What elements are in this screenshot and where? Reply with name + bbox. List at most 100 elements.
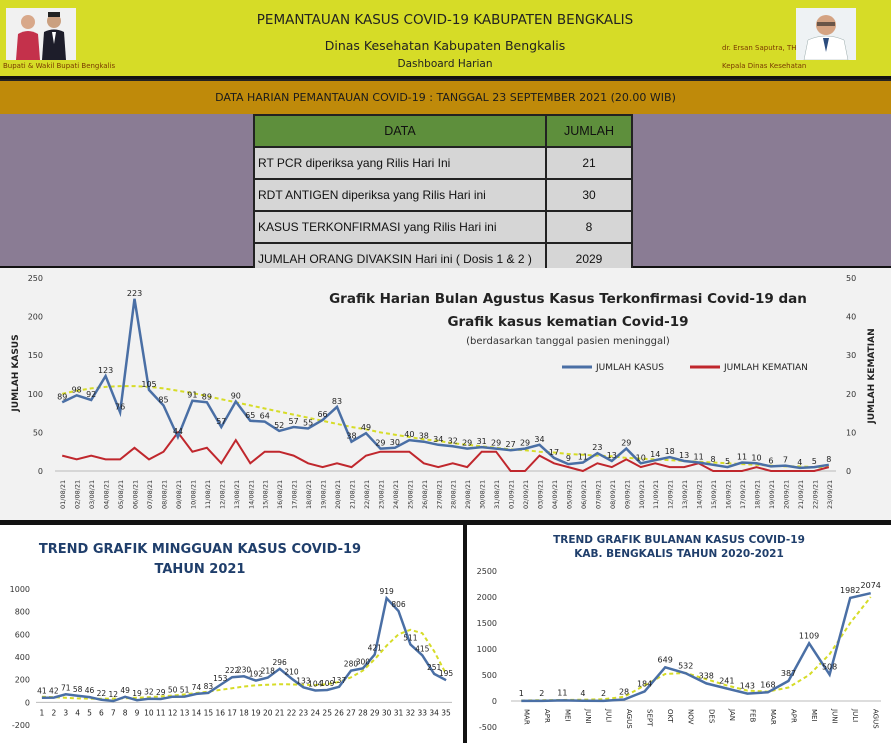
row-label: RT PCR diperiksa yang Rilis Hari Ini	[255, 148, 545, 178]
monthly-data-label: 508	[822, 663, 837, 672]
daily-data-label: 14	[650, 450, 660, 459]
weekly-data-label: 511	[403, 633, 418, 642]
daily-data-label: 34	[433, 435, 443, 444]
daily-x-tick-label: 16/08/21	[276, 480, 284, 509]
daily-x-tick-label: 23/09/21	[826, 480, 834, 509]
weekly-data-label: 83	[204, 682, 214, 691]
weekly-data-label: 12	[108, 690, 118, 699]
weekly-x-tick-label: 8	[123, 708, 128, 717]
daily-data-label: 31	[477, 437, 487, 446]
daily-x-tick-label: 05/08/21	[117, 480, 125, 509]
weekly-data-label: 46	[85, 686, 95, 695]
daily-data-label: 29	[491, 439, 501, 448]
daily-data-label: 17	[549, 448, 559, 457]
daily-y2-tick-label: 50	[846, 274, 856, 283]
weekly-x-tick-label: 35	[441, 708, 451, 717]
weekly-x-tick-label: 33	[418, 708, 428, 717]
monthly-data-label: 184	[637, 679, 652, 688]
weekly-x-tick-label: 16	[215, 708, 225, 717]
weekly-data-label: 806	[391, 600, 406, 609]
date-banner: DATA HARIAN PEMANTAUAN COVID-19 : TANGGA…	[0, 79, 891, 116]
daily-x-tick-label: 20/08/21	[334, 480, 342, 509]
weekly-data-label: 109	[320, 679, 335, 688]
table-row: KASUS TERKONFIRMASI yang Rilis Hari ini …	[255, 212, 631, 242]
daily-data-label: 7	[783, 456, 788, 465]
monthly-x-tick-label: MAR	[522, 709, 530, 725]
left-caption: Bupati & Wakil Bupati Bengkalis	[3, 62, 116, 70]
weekly-y-tick-label: 600	[15, 630, 30, 639]
weekly-x-tick-label: 23	[299, 708, 309, 717]
daily-x-tick-label: 18/08/21	[305, 480, 313, 509]
daily-data-label: 27	[505, 440, 515, 449]
weekly-x-tick-label: 20	[263, 708, 273, 717]
page-subtitle: Dinas Kesehatan Kabupaten Bengkalis	[324, 38, 566, 53]
weekly-x-tick-label: 15	[204, 708, 214, 717]
daily-data-label: 65	[245, 411, 255, 420]
monthly-x-tick-label: SEPT	[646, 709, 654, 727]
daily-x-tick-label: 15/09/21	[710, 480, 718, 509]
daily-data-label: 40	[404, 430, 414, 439]
daily-data-label: 223	[127, 289, 142, 298]
monthly-x-tick-label: AGUS	[625, 709, 633, 729]
weekly-data-label: 71	[61, 683, 71, 692]
daily-data-label: 29	[520, 439, 530, 448]
daily-x-tick-label: 24/08/21	[392, 480, 400, 509]
monthly-chart-panel: TREND GRAFIK BULANAN KASUS COVID-19 KAB.…	[467, 525, 891, 743]
monthly-trend-line	[521, 596, 872, 702]
daily-data-label: 55	[303, 419, 313, 428]
weekly-x-tick-label: 12	[168, 708, 178, 717]
daily-data-label: 89	[202, 392, 212, 401]
weekly-x-tick-label: 10	[144, 708, 154, 717]
weekly-x-tick-label: 28	[358, 708, 368, 717]
daily-data-label: 29	[462, 439, 472, 448]
weekly-data-label: 49	[120, 686, 130, 695]
daily-data-label: 11	[694, 453, 704, 462]
weekly-data-label: 218	[261, 667, 276, 676]
weekly-data-label: 415	[415, 644, 430, 653]
legend-label-kematian: JUMLAH KEMATIAN	[723, 363, 808, 373]
monthly-x-tick-label: JUNI	[584, 708, 592, 724]
daily-data-label: 49	[361, 423, 371, 432]
daily-y-tick-label: 150	[28, 351, 43, 360]
weekly-data-label: 192	[249, 670, 264, 679]
daily-y-tick-label: 0	[38, 467, 43, 476]
weekly-cases-line	[41, 595, 447, 703]
row-label: KASUS TERKONFIRMASI yang Rilis Hari ini	[255, 212, 545, 242]
daily-x-tick-label: 07/09/21	[594, 480, 602, 509]
weekly-x-tick-label: 13	[180, 708, 190, 717]
daily-x-tick-label: 28/08/21	[450, 480, 458, 509]
weekly-data-label: 195	[439, 669, 454, 678]
daily-x-tick-label: 10/08/21	[189, 480, 197, 509]
daily-x-tick-label: 02/09/21	[522, 480, 530, 509]
weekly-x-tick-label: 5	[87, 708, 92, 717]
weekly-data-label: 210	[284, 668, 299, 677]
monthly-data-label: 168	[760, 680, 775, 689]
daily-data-label: 66	[317, 410, 327, 419]
legend-label-kasus: JUMLAH KASUS	[595, 363, 664, 373]
weekly-data-label: 74	[192, 683, 202, 692]
officials-photo	[6, 8, 76, 60]
monthly-x-tick-label: DES	[707, 709, 715, 724]
monthly-data-label: 11	[557, 688, 567, 697]
monthly-data-label: 1109	[799, 631, 819, 640]
daily-data-label: 10	[751, 453, 761, 462]
daily-x-tick-label: 13/09/21	[681, 480, 689, 509]
monthly-chart-subtitle: KAB. BENGKALIS TAHUN 2020-2021	[574, 548, 784, 560]
weekly-chart-panel: TREND GRAFIK MINGGUAN KASUS COVID-19 TAH…	[0, 525, 463, 743]
monthly-chart-title: TREND GRAFIK BULANAN KASUS COVID-19	[553, 534, 805, 546]
daily-chart-note: (berdasarkan tanggal pasien meninggal)	[466, 336, 670, 347]
monthly-y-tick-label: -500	[479, 723, 497, 732]
daily-kasus-line	[61, 298, 829, 470]
daily-data-label: 4	[797, 458, 802, 467]
monthly-y-tick-label: 1500	[477, 619, 497, 628]
table-row: RT PCR diperiksa yang Rilis Hari Ini 21	[255, 148, 631, 178]
daily-data-label: 8	[711, 455, 716, 464]
daily-data-label: 6	[768, 456, 773, 465]
daily-data-label: 76	[115, 402, 125, 411]
weekly-chart: TREND GRAFIK MINGGUAN KASUS COVID-19 TAH…	[10, 542, 454, 730]
row-value: 8	[547, 212, 631, 242]
weekly-x-tick-label: 32	[406, 708, 416, 717]
daily-chart-subtitle: Grafik kasus kematian Covid-19	[447, 314, 688, 330]
daily-data-label: 90	[231, 392, 241, 401]
monthly-data-label: 1	[519, 689, 524, 698]
